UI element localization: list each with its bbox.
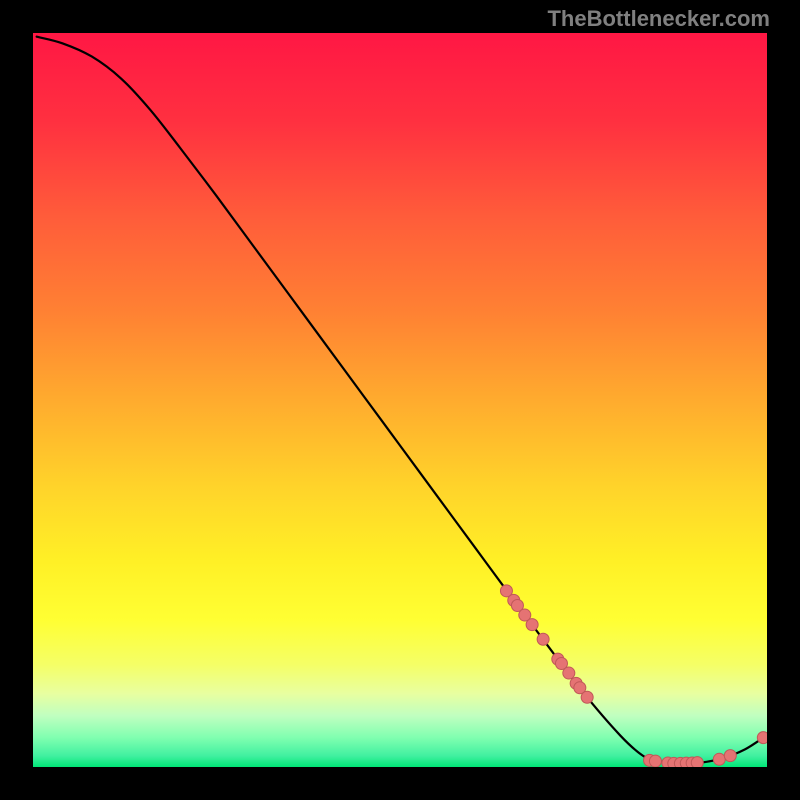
data-marker bbox=[526, 619, 538, 631]
plot-area bbox=[33, 33, 767, 767]
data-marker bbox=[581, 691, 593, 703]
data-marker bbox=[563, 667, 575, 679]
watermark-text: TheBottlenecker.com bbox=[547, 6, 770, 32]
data-marker bbox=[724, 750, 736, 762]
chart-svg bbox=[33, 33, 767, 767]
data-marker bbox=[649, 755, 661, 767]
data-marker bbox=[537, 633, 549, 645]
data-marker bbox=[713, 753, 725, 765]
data-marker bbox=[691, 757, 703, 767]
bottleneck-curve bbox=[37, 37, 764, 764]
data-marker bbox=[757, 732, 767, 744]
chart-container: TheBottlenecker.com bbox=[0, 0, 800, 800]
